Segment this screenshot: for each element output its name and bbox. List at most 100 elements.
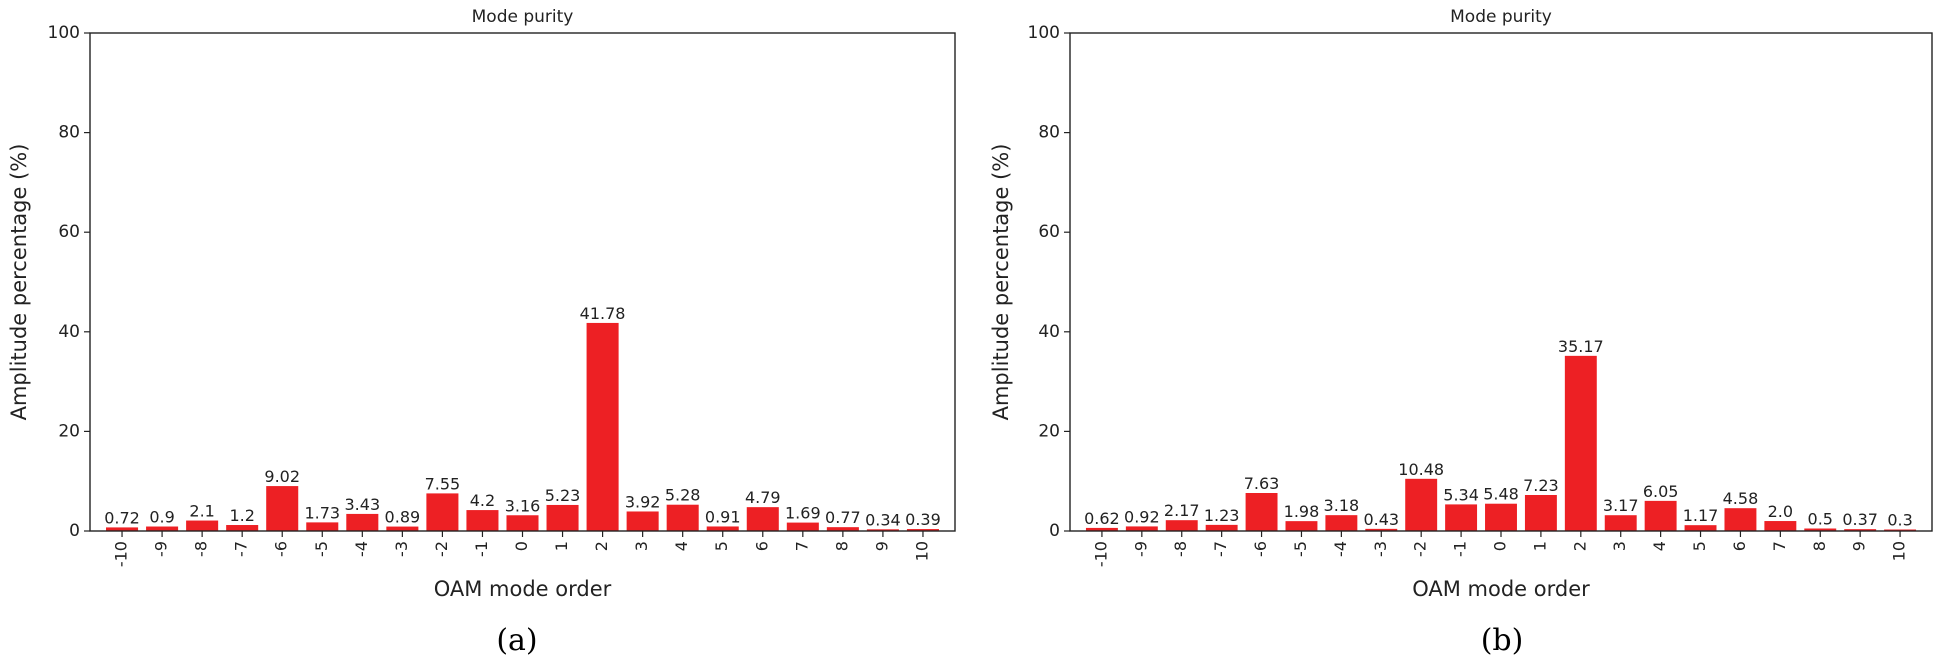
x-tick-label: -4 xyxy=(1331,541,1350,557)
x-tick-label: -1 xyxy=(1451,541,1470,557)
bar xyxy=(466,510,499,531)
bar-value-label: 1.98 xyxy=(1284,502,1320,521)
chart-title: Mode purity xyxy=(1450,7,1552,27)
bar xyxy=(1125,526,1158,531)
bar xyxy=(866,529,899,531)
bar-value-label: 1.69 xyxy=(785,504,821,523)
bar xyxy=(226,525,259,531)
x-tick-label: -3 xyxy=(1371,541,1390,557)
bar xyxy=(1564,355,1597,531)
bar xyxy=(1285,521,1318,531)
bar-value-label: 0.89 xyxy=(385,508,421,527)
x-tick-label: -9 xyxy=(1131,541,1150,557)
bar-value-label: 7.23 xyxy=(1523,476,1559,495)
y-axis-label: Amplitude percentage (%) xyxy=(989,144,1013,421)
bar-value-label: 0.3 xyxy=(1887,511,1912,530)
y-tick-label: 100 xyxy=(1028,23,1060,43)
bar-value-label: 10.48 xyxy=(1398,460,1444,479)
bar-value-label: 5.28 xyxy=(665,486,701,505)
bar xyxy=(186,520,219,531)
x-tick-label: -8 xyxy=(1171,541,1190,557)
bar xyxy=(306,522,339,531)
bar-value-label: 3.16 xyxy=(505,496,541,515)
bar xyxy=(546,504,579,531)
x-tick-label: 10 xyxy=(1890,541,1909,561)
bar xyxy=(1365,528,1398,531)
x-tick-label: 9 xyxy=(1850,541,1869,551)
bar xyxy=(1325,515,1358,531)
x-tick-label: 5 xyxy=(1690,541,1709,551)
x-tick-label: 10 xyxy=(912,541,931,561)
x-tick-label: 8 xyxy=(1810,541,1829,551)
bar-value-label: 35.17 xyxy=(1558,337,1604,356)
x-tick-label: 3 xyxy=(632,541,651,551)
y-tick-label: 60 xyxy=(1038,222,1060,242)
bar xyxy=(1165,520,1198,531)
bar xyxy=(1804,528,1837,531)
bar-value-label: 1.73 xyxy=(304,503,340,522)
bar xyxy=(586,322,619,531)
bar xyxy=(1245,493,1278,531)
x-tick-label: -10 xyxy=(1091,541,1110,567)
bar-value-label: 1.17 xyxy=(1683,506,1719,525)
y-tick-label: 0 xyxy=(69,521,80,541)
y-tick-label: 60 xyxy=(58,222,80,242)
bar-value-label: 6.05 xyxy=(1643,482,1679,501)
y-tick-label: 40 xyxy=(58,322,80,342)
x-tick-label: 7 xyxy=(792,541,811,551)
bar xyxy=(666,504,699,531)
bar xyxy=(1445,504,1478,531)
y-axis-label: Amplitude percentage (%) xyxy=(7,144,31,421)
bar xyxy=(1764,521,1797,531)
bar xyxy=(1524,494,1557,531)
bar-value-label: 0.72 xyxy=(104,508,140,527)
bar-value-label: 0.92 xyxy=(1124,507,1160,526)
bar-value-label: 0.39 xyxy=(905,510,941,529)
x-tick-label: 2 xyxy=(1570,541,1589,551)
bar-value-label: 7.63 xyxy=(1244,474,1280,493)
bar xyxy=(1844,529,1877,531)
x-tick-label: 0 xyxy=(1491,541,1510,551)
bar xyxy=(786,522,819,531)
bar-value-label: 4.58 xyxy=(1723,489,1759,508)
y-tick-label: 80 xyxy=(58,123,80,143)
x-tick-label: -6 xyxy=(1251,541,1270,557)
x-tick-label: -5 xyxy=(312,541,331,557)
chart-panel-a: Mode purity0.72-100.9-92.1-81.2-79.02-61… xyxy=(7,7,956,658)
bar-value-label: 2.1 xyxy=(189,502,214,521)
bar xyxy=(1205,524,1238,531)
x-tick-label: -4 xyxy=(352,541,371,557)
bar-value-label: 4.79 xyxy=(745,488,781,507)
plot-frame xyxy=(89,32,956,532)
x-tick-label: 4 xyxy=(672,541,691,551)
bar xyxy=(106,527,139,531)
bar-value-label: 1.23 xyxy=(1204,506,1240,525)
chart-panel-b: Mode purity0.62-100.92-92.17-81.23-77.63… xyxy=(989,7,1933,658)
bar-value-label: 1.2 xyxy=(229,506,254,525)
bar-value-label: 0.77 xyxy=(825,508,861,527)
x-tick-label: -2 xyxy=(1411,541,1430,557)
y-tick-label: 100 xyxy=(48,23,80,43)
bar xyxy=(1684,525,1717,531)
bar xyxy=(1485,503,1517,531)
y-tick-label: 0 xyxy=(1049,521,1060,541)
x-tick-label: 4 xyxy=(1650,541,1669,551)
y-tick-label: 20 xyxy=(58,421,80,441)
panel-caption: (a) xyxy=(496,623,537,658)
bar-value-label: 9.02 xyxy=(264,467,300,486)
x-tick-label: 7 xyxy=(1770,541,1789,551)
bar xyxy=(746,507,779,531)
x-tick-label: -3 xyxy=(392,541,411,557)
x-tick-label: 6 xyxy=(752,541,771,551)
x-tick-label: -7 xyxy=(232,541,251,557)
bar-value-label: 0.34 xyxy=(865,510,901,529)
x-tick-label: 8 xyxy=(832,541,851,551)
bar-value-label: 0.37 xyxy=(1842,510,1878,529)
bar-value-label: 0.91 xyxy=(705,507,741,526)
bar-value-label: 4.2 xyxy=(470,491,495,510)
y-tick-label: 80 xyxy=(1038,123,1060,143)
x-tick-label: 2 xyxy=(592,541,611,551)
y-tick-label: 40 xyxy=(1038,322,1060,342)
bar-value-label: 5.34 xyxy=(1443,485,1479,504)
x-tick-label: 6 xyxy=(1730,541,1749,551)
